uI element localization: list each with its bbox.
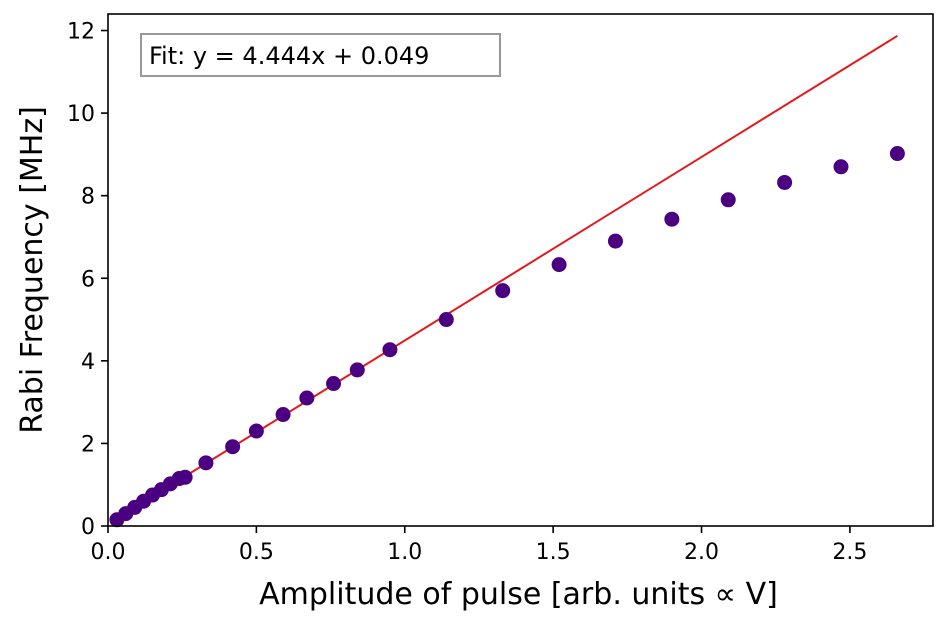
x-axis-ticks: 0.0 0.5 1.0 1.5 2.0 2.5 xyxy=(91,526,867,565)
x-tick-label: 0.5 xyxy=(239,540,274,565)
data-point xyxy=(720,192,736,208)
y-tick-label: 2 xyxy=(81,432,95,457)
x-tick-label: 2.0 xyxy=(684,540,719,565)
y-tick-label: 0 xyxy=(81,515,95,540)
y-axis-label: Rabi Frequency [MHz] xyxy=(15,106,50,434)
data-point xyxy=(198,455,214,471)
y-axis-ticks: 0 2 4 6 8 10 12 xyxy=(67,20,108,540)
fit-annotation: Fit: y = 4.444x + 0.049 xyxy=(140,33,501,77)
data-point xyxy=(777,174,793,190)
y-tick-label: 8 xyxy=(81,185,95,210)
y-tick-label: 10 xyxy=(67,102,95,127)
fit-annotation-text: Fit: y = 4.444x + 0.049 xyxy=(149,42,429,70)
data-points-layer xyxy=(109,146,905,528)
x-tick-label: 1.5 xyxy=(536,540,571,565)
fit-line xyxy=(116,35,898,520)
data-point xyxy=(382,342,398,358)
fit-annotation-box xyxy=(140,33,501,77)
data-point xyxy=(248,423,264,439)
data-point xyxy=(607,233,623,249)
data-point xyxy=(438,312,454,328)
fit-line-layer xyxy=(116,35,898,520)
x-tick-label: 0.0 xyxy=(91,540,126,565)
data-point xyxy=(299,390,315,406)
data-point xyxy=(225,439,241,455)
x-tick-label: 1.0 xyxy=(387,540,422,565)
plot-frame xyxy=(107,13,934,527)
x-tick-label: 2.5 xyxy=(832,540,867,565)
data-point xyxy=(551,257,567,273)
data-point xyxy=(889,146,905,162)
data-point xyxy=(177,469,193,485)
y-tick-label: 6 xyxy=(81,267,95,292)
data-point xyxy=(495,283,511,299)
data-point xyxy=(326,376,342,392)
x-axis-label: Amplitude of pulse [arb. units ∝ V] xyxy=(259,577,778,612)
y-tick-label: 4 xyxy=(81,350,95,375)
data-point xyxy=(275,407,291,423)
data-point xyxy=(664,211,680,227)
y-tick-label: 12 xyxy=(67,20,95,45)
data-point xyxy=(833,159,849,175)
data-point xyxy=(349,362,365,378)
